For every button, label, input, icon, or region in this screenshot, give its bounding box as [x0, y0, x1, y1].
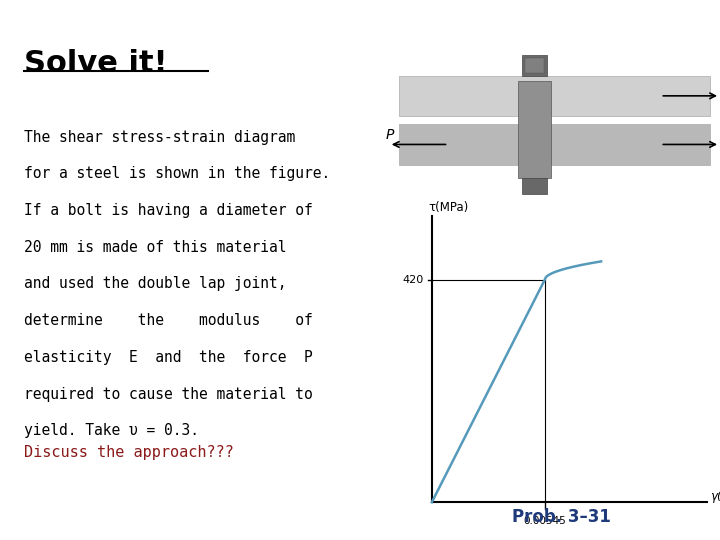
Bar [518, 81, 551, 178]
Bar [526, 58, 544, 73]
Text: and used the double lap joint,: and used the double lap joint, [24, 276, 287, 292]
Bar [522, 55, 547, 76]
Text: 0.00545: 0.00545 [523, 516, 566, 526]
Text: for a steel is shown in the figure.: for a steel is shown in the figure. [24, 166, 330, 181]
Text: determine    the    modulus    of: determine the modulus of [24, 313, 313, 328]
Text: yield. Take υ = 0.3.: yield. Take υ = 0.3. [24, 423, 199, 438]
Text: required to cause the material to: required to cause the material to [24, 387, 313, 402]
Bar [399, 76, 710, 116]
Bar [522, 178, 547, 194]
Text: γ(rad): γ(rad) [710, 490, 720, 503]
Text: τ(MPa): τ(MPa) [428, 201, 469, 214]
Text: elasticity  E  and  the  force  P: elasticity E and the force P [24, 350, 313, 365]
Text: The shear stress-strain diagram: The shear stress-strain diagram [24, 130, 295, 145]
Text: If a bolt is having a diameter of: If a bolt is having a diameter of [24, 203, 313, 218]
Text: P: P [385, 128, 394, 142]
Text: Solve it!: Solve it! [24, 49, 168, 78]
Text: Discuss the approach???: Discuss the approach??? [24, 446, 234, 461]
Text: 20 mm is made of this material: 20 mm is made of this material [24, 240, 287, 255]
Text: Prob. 3–31: Prob. 3–31 [512, 509, 611, 526]
Text: 420: 420 [402, 275, 423, 285]
Bar [399, 124, 710, 165]
